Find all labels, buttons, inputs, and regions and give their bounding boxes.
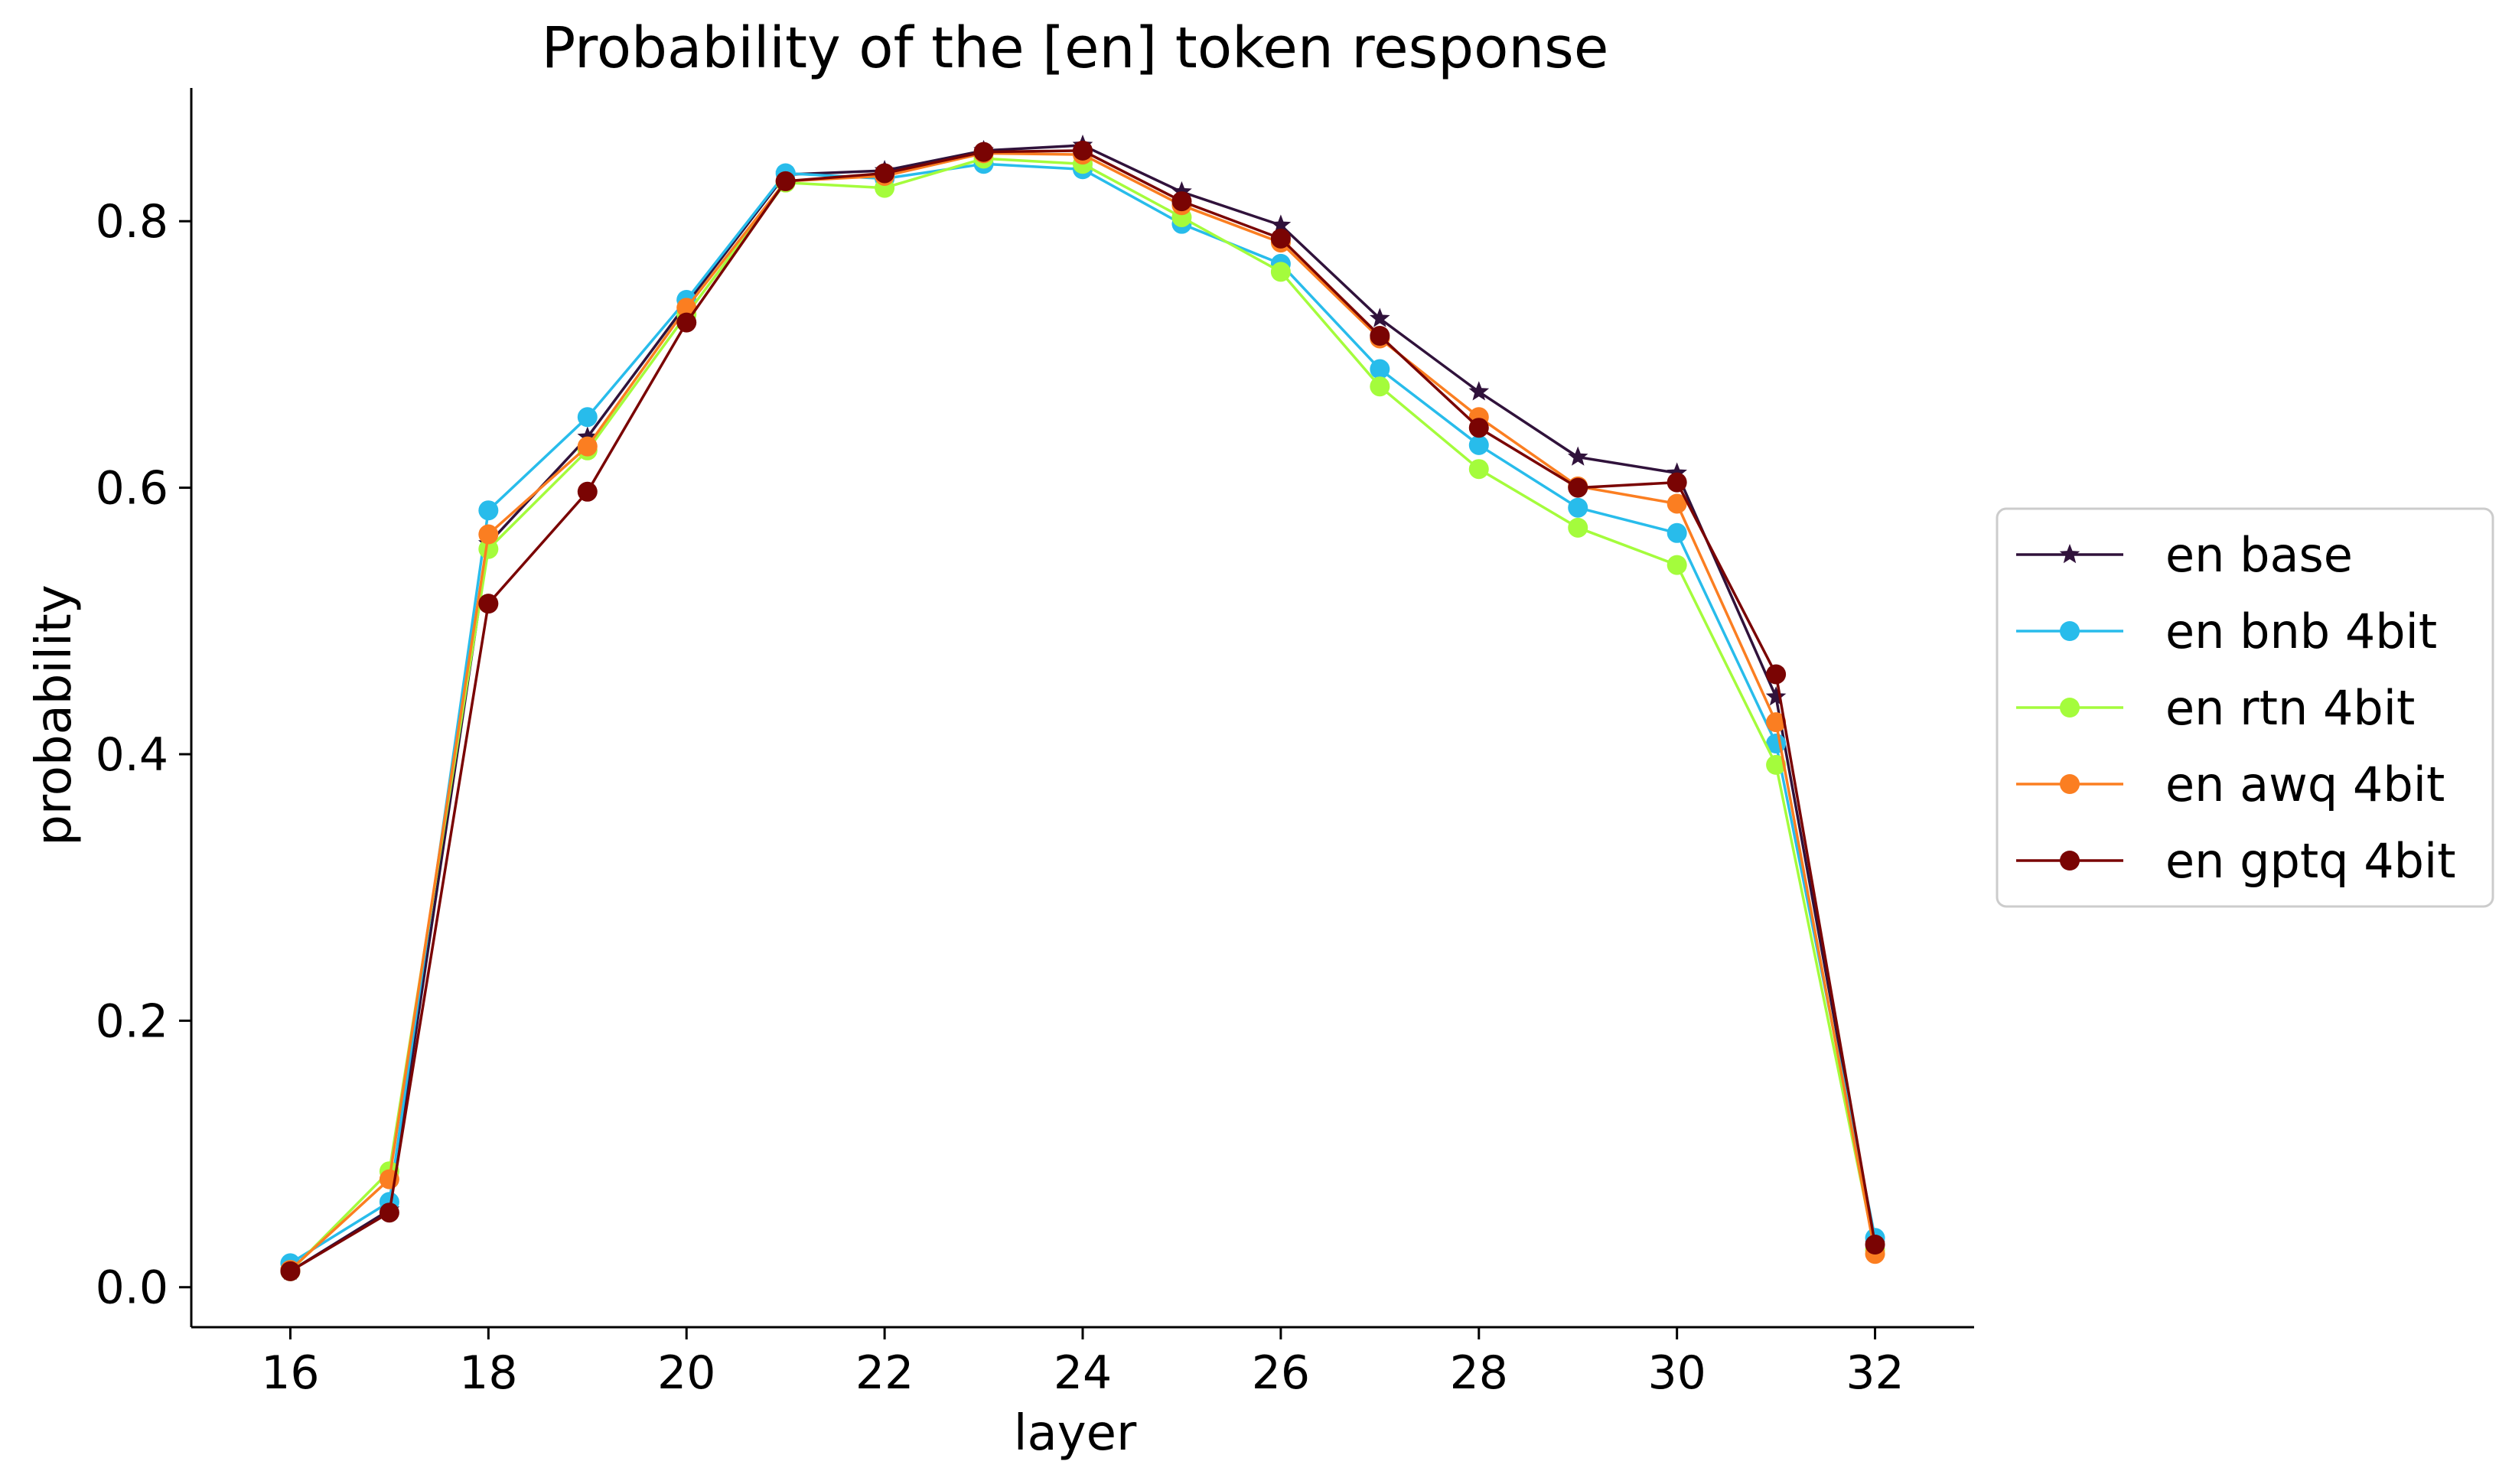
legend-swatch-marker (2060, 851, 2080, 871)
data-point (1667, 472, 1687, 493)
series-line (289, 144, 1877, 1273)
legend-swatch-marker (2060, 698, 2080, 718)
data-point (1468, 381, 1490, 401)
data-point (775, 171, 796, 191)
data-point (1270, 262, 1291, 282)
y-axis-label: probability (26, 584, 83, 845)
x-tick-label: 30 (1647, 1346, 1706, 1400)
data-point (577, 481, 598, 502)
data-point (280, 1261, 301, 1281)
y-tick-label: 0.6 (96, 462, 168, 516)
legend-swatch-marker (2060, 774, 2080, 794)
data-point (1667, 555, 1687, 575)
data-point (973, 142, 994, 162)
data-point (1073, 140, 1093, 161)
data-point (577, 407, 598, 428)
data-point (1667, 522, 1687, 543)
series-en-bnb-4bit (280, 154, 1885, 1274)
y-tick-label: 0.0 (96, 1261, 168, 1315)
data-point (1667, 462, 1687, 482)
data-point (478, 539, 499, 559)
data-point (1568, 477, 1588, 498)
data-point (1468, 459, 1489, 480)
legend: en base en bnb 4bit en rtn 4bit en awq 4bit… (1996, 507, 2494, 908)
data-point (1370, 326, 1390, 346)
data-point (1766, 664, 1787, 685)
data-point (1468, 418, 1489, 438)
legend-label: en rtn 4bit (2165, 680, 2415, 736)
data-point (1370, 359, 1390, 379)
data-point (478, 500, 499, 521)
axes (190, 88, 1974, 1329)
legend-box (1996, 507, 2494, 908)
x-tick-label: 22 (855, 1346, 914, 1400)
data-point (875, 163, 895, 184)
data-point (1468, 434, 1489, 455)
legend-label: en awq 4bit (2165, 757, 2445, 812)
data-point (1567, 446, 1588, 466)
data-point (478, 524, 499, 545)
data-point (577, 436, 598, 457)
y-tick-label: 0.8 (96, 195, 168, 249)
x-tick-label: 24 (1054, 1346, 1112, 1400)
data-point (1568, 497, 1588, 518)
series-en-rtn-4bit (280, 148, 1885, 1281)
legend-item: en bnb 4bit (2016, 604, 2437, 659)
data-point (1765, 686, 1787, 706)
chart-title: Probability of the [en] token response (542, 15, 1609, 81)
data-point (1766, 754, 1787, 775)
data-point (676, 298, 697, 318)
legend-label: en bnb 4bit (2165, 604, 2437, 659)
data-point (1568, 517, 1588, 538)
data-point (1171, 181, 1192, 201)
x-axis-ticks: 16 18 20 22 24 26 28 30 32 (261, 1327, 1904, 1400)
y-tick-label: 0.4 (96, 728, 168, 782)
series-en-gptq-4bit (280, 140, 1885, 1281)
data-point (1667, 493, 1687, 514)
data-point (577, 426, 598, 446)
data-point (1370, 308, 1390, 327)
x-tick-label: 26 (1252, 1346, 1310, 1400)
data-point (1270, 214, 1292, 234)
series-group (280, 134, 1885, 1281)
x-tick-label: 28 (1450, 1346, 1508, 1400)
x-tick-label: 18 (459, 1346, 517, 1400)
data-point (478, 594, 499, 614)
data-point (676, 312, 697, 333)
legend-label: en base (2165, 527, 2353, 583)
data-point (1766, 712, 1787, 733)
data-point (379, 1202, 399, 1223)
series-en-awq-4bit (280, 143, 1885, 1281)
legend-swatch-marker (2060, 621, 2080, 641)
legend-swatch-marker (2059, 544, 2080, 564)
x-tick-label: 20 (657, 1346, 715, 1400)
legend-item: en gptq 4bit (2016, 833, 2456, 889)
series-line (289, 151, 1877, 1271)
data-point (1270, 228, 1291, 249)
data-point (1171, 191, 1192, 212)
legend-label: en gptq 4bit (2165, 833, 2456, 889)
series-line (289, 149, 1877, 1273)
data-point (1865, 1235, 1885, 1255)
series-en-base (280, 134, 1885, 1281)
legend-item: en base (2016, 527, 2353, 583)
series-line (289, 157, 1877, 1273)
y-tick-label: 0.2 (96, 994, 168, 1048)
y-axis-ticks: 0.0 0.2 0.4 0.6 0.8 (96, 195, 191, 1315)
legend-item: en awq 4bit (2016, 757, 2445, 812)
series-line (289, 162, 1877, 1264)
legend-item: en rtn 4bit (2016, 680, 2415, 736)
x-tick-label: 16 (261, 1346, 319, 1400)
x-tick-label: 32 (1846, 1346, 1904, 1400)
data-point (1370, 376, 1390, 397)
x-axis-label: layer (1014, 1405, 1137, 1462)
